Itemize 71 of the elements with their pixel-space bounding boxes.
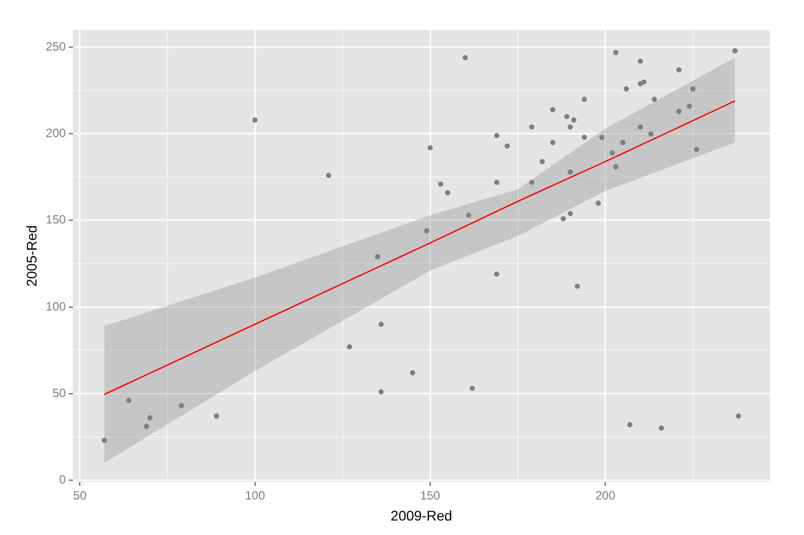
x-axis-title: 2009-Red <box>390 507 452 524</box>
point <box>638 124 643 130</box>
point <box>568 124 573 130</box>
x-tick-label: 150 <box>420 488 440 502</box>
point <box>582 96 587 102</box>
point <box>438 181 444 187</box>
y-tick-label: 100 <box>46 299 66 314</box>
point <box>624 86 629 92</box>
point <box>627 422 632 428</box>
point <box>574 284 580 289</box>
y-tick-label: 150 <box>46 212 66 227</box>
point <box>652 96 657 102</box>
point <box>378 389 384 394</box>
point <box>178 403 184 408</box>
point <box>445 190 450 196</box>
point <box>529 124 534 130</box>
point <box>676 108 682 114</box>
point <box>638 58 643 64</box>
point <box>326 172 332 178</box>
point <box>529 180 534 185</box>
y-tick-label: 200 <box>46 126 66 140</box>
point <box>462 55 468 60</box>
point <box>596 200 601 206</box>
point <box>694 146 700 152</box>
x-tick-label: 50 <box>73 488 87 502</box>
point <box>676 67 682 72</box>
point <box>540 158 545 164</box>
point <box>504 143 510 149</box>
point <box>346 344 352 350</box>
point <box>582 134 587 140</box>
point <box>648 131 654 136</box>
point <box>147 415 152 420</box>
y-axis-title: 2005-Red <box>23 225 40 287</box>
point <box>144 424 149 430</box>
point <box>613 164 618 170</box>
point <box>736 413 742 419</box>
point <box>599 134 604 140</box>
x-tick-label: 200 <box>595 488 616 502</box>
point <box>252 117 258 123</box>
point <box>214 413 220 419</box>
y-tick-label: 250 <box>46 40 66 54</box>
point <box>470 386 475 391</box>
point <box>568 169 573 175</box>
point <box>620 140 626 146</box>
y-tick-label: 50 <box>52 386 66 400</box>
point <box>102 438 107 443</box>
point <box>732 48 738 54</box>
point <box>560 216 566 222</box>
point <box>550 140 556 146</box>
point <box>658 426 664 431</box>
point <box>564 114 570 120</box>
point <box>428 145 433 150</box>
point <box>466 212 472 218</box>
y-tick-label: 0 <box>59 472 66 486</box>
point <box>424 228 430 234</box>
point <box>126 398 132 404</box>
point <box>613 50 618 56</box>
point <box>571 117 576 123</box>
point <box>610 150 615 156</box>
point <box>686 104 692 109</box>
point <box>568 210 573 216</box>
x-tick-label: 100 <box>244 488 266 502</box>
point <box>494 271 500 277</box>
point <box>550 107 556 112</box>
point <box>410 370 416 376</box>
point <box>378 322 384 327</box>
point <box>494 180 500 185</box>
point <box>641 79 646 85</box>
point <box>690 86 696 92</box>
point <box>375 254 380 260</box>
point <box>494 132 500 138</box>
